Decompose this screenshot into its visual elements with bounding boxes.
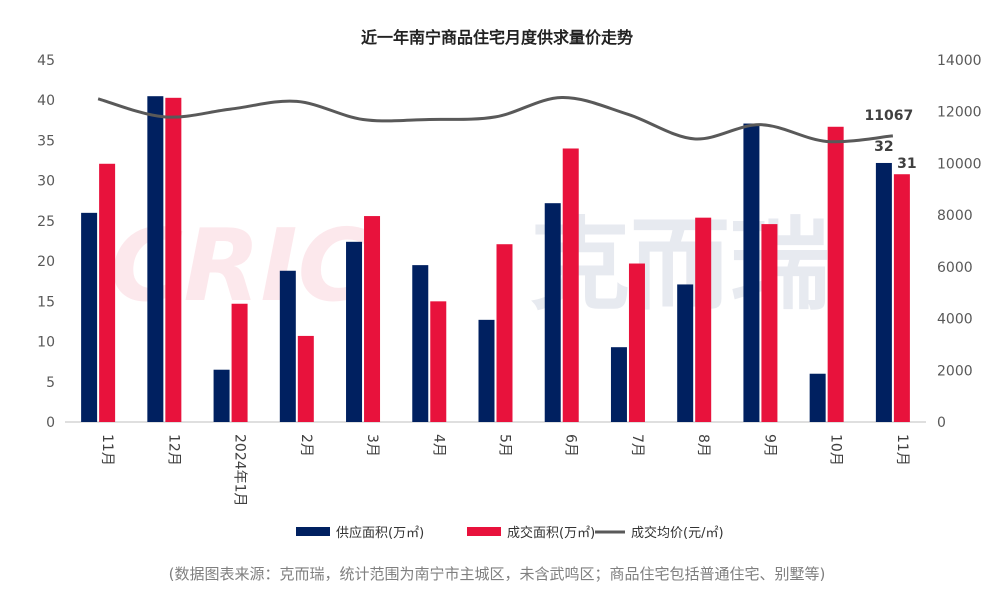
deal-bar (99, 163, 116, 423)
supply-bar (544, 203, 561, 422)
y-left-tick-label: 20 (37, 254, 55, 270)
supply-bar (346, 241, 363, 422)
x-tick-label: 6月 (563, 434, 579, 457)
supply-bar (478, 319, 495, 422)
y-right-tick-label: 4000 (937, 312, 973, 328)
deal-label: 31 (897, 156, 916, 172)
y-left-tick-label: 25 (37, 214, 55, 230)
x-tick-label: 10月 (828, 434, 844, 466)
deal-bar (827, 126, 844, 422)
supply-bar (412, 265, 429, 422)
supply-bar (610, 347, 627, 422)
legend-label-1: 成交面积(万㎡) (507, 525, 595, 541)
legend-swatch-0 (296, 527, 330, 536)
supply-label: 32 (874, 139, 893, 155)
y-left-tick-label: 0 (46, 415, 55, 431)
y-right-tick-label: 8000 (937, 208, 973, 224)
x-tick-label: 2024年1月 (232, 434, 248, 507)
supply-bar (809, 373, 826, 422)
axes: 0 5 10 15 20 25 30 35 40 45 0 2000 4000 6000 8000 10000… (37, 53, 981, 507)
y-right-tick-label: 2000 (937, 363, 973, 379)
deal-bar (430, 301, 447, 422)
legend-label-2: 成交均价(元/㎡) (631, 525, 724, 541)
legend-swatch-1 (467, 527, 501, 536)
y-left-tick-label: 40 (37, 93, 55, 109)
chart: CRIC 克而瑞 近一年南宁商品住宅月度供求量价走势 0 5 10 15 20 25 30 3… (37, 28, 981, 541)
deal-bar (165, 97, 182, 422)
x-tick-label: 12月 (165, 434, 181, 466)
deal-bar (695, 217, 712, 422)
supply-bar (279, 270, 296, 422)
price-label: 11067 (865, 108, 914, 124)
deal-bar (496, 244, 513, 422)
x-tick-label: 8月 (695, 434, 711, 457)
bars (81, 96, 910, 423)
y-right-tick-label: 6000 (937, 260, 973, 276)
y-right-tick-label: 0 (937, 415, 946, 431)
deal-bar (297, 335, 314, 422)
y-left-tick-label: 5 (46, 375, 55, 391)
x-tick-label: 2月 (298, 434, 314, 457)
price-line-path (97, 95, 894, 144)
legend: 供应面积(万㎡) 成交面积(万㎡) 成交均价(元/㎡) (296, 525, 724, 541)
x-tick-label: 7月 (629, 434, 645, 457)
legend-label-0: 供应面积(万㎡) (336, 525, 424, 541)
supply-bar (213, 369, 230, 422)
deal-bar (628, 263, 645, 422)
y-right-tick-label: 10000 (937, 156, 982, 172)
supply-bar (81, 212, 98, 422)
y-left-tick-label: 10 (37, 335, 55, 351)
supply-bar (743, 123, 760, 422)
supply-bar (875, 162, 892, 423)
x-tick-label: 9月 (761, 434, 777, 457)
price-line (97, 95, 894, 144)
watermark: CRIC 克而瑞 (110, 207, 830, 324)
x-tick-label: 11月 (894, 434, 910, 466)
y-right-tick-label: 12000 (937, 105, 982, 121)
deal-bar (562, 148, 579, 422)
x-tick-label: 5月 (497, 434, 513, 457)
y-left-tick-label: 30 (37, 174, 55, 190)
y-right-tick-label: 14000 (937, 53, 982, 69)
y-left-tick-label: 15 (37, 294, 55, 310)
x-tick-label: 4月 (430, 434, 446, 457)
y-left-tick-label: 45 (37, 53, 55, 69)
deal-bar (231, 303, 248, 422)
supply-bar (147, 96, 164, 422)
chart-title: 近一年南宁商品住宅月度供求量价走势 (361, 28, 633, 47)
deal-bar (761, 224, 778, 422)
deal-bar (364, 216, 381, 422)
y-left-tick-label: 35 (37, 133, 55, 149)
source-note: (数据图表来源：克而瑞，统计范围为南宁市主城区，未含武鸣区；商品住宅包括普通住宅… (168, 565, 826, 583)
x-tick-label: 3月 (364, 434, 380, 457)
deal-bar (893, 174, 910, 422)
supply-bar (677, 284, 694, 422)
x-tick-label: 11月 (99, 434, 115, 466)
